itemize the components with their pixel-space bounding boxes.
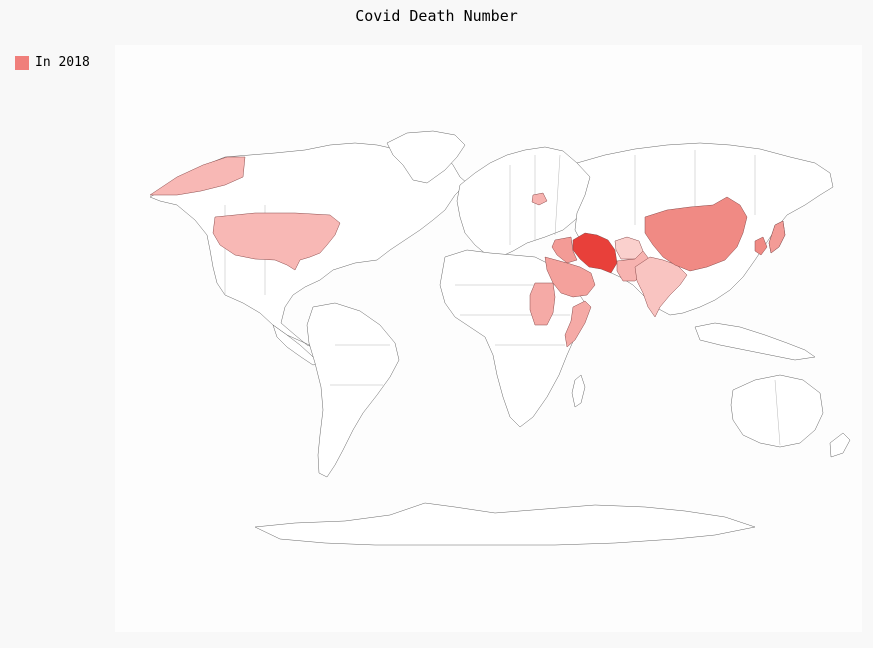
land-new-zealand [829, 432, 851, 458]
region-united-states[interactable] [212, 212, 341, 271]
region-japan[interactable] [768, 220, 786, 254]
region-india[interactable] [634, 256, 688, 318]
land-madagascar [571, 374, 586, 408]
region-saudi-arabia[interactable] [544, 256, 596, 298]
land-antarctica [254, 502, 756, 546]
land-indonesia [694, 322, 816, 361]
region-iran[interactable] [572, 232, 618, 274]
legend-swatch [15, 55, 29, 70]
region-south-korea[interactable] [754, 236, 768, 256]
region-somalia[interactable] [564, 300, 592, 348]
region-alaska[interactable] [149, 156, 246, 196]
world-map [149, 130, 851, 546]
region-belarus[interactable] [531, 192, 548, 206]
region-china[interactable] [644, 196, 748, 272]
highlighted-countries [149, 156, 786, 348]
map-panel [115, 45, 862, 632]
base-land [149, 130, 851, 546]
land-australia [730, 374, 824, 448]
legend-label: In 2018 [35, 55, 90, 70]
land-south-america [306, 302, 400, 478]
land-greenland [386, 130, 466, 184]
region-sudan[interactable] [529, 282, 556, 326]
legend[interactable]: In 2018 [15, 55, 90, 70]
land-europe [456, 146, 596, 258]
region-iraq[interactable] [551, 236, 578, 264]
chart-title: Covid Death Number [355, 7, 518, 25]
